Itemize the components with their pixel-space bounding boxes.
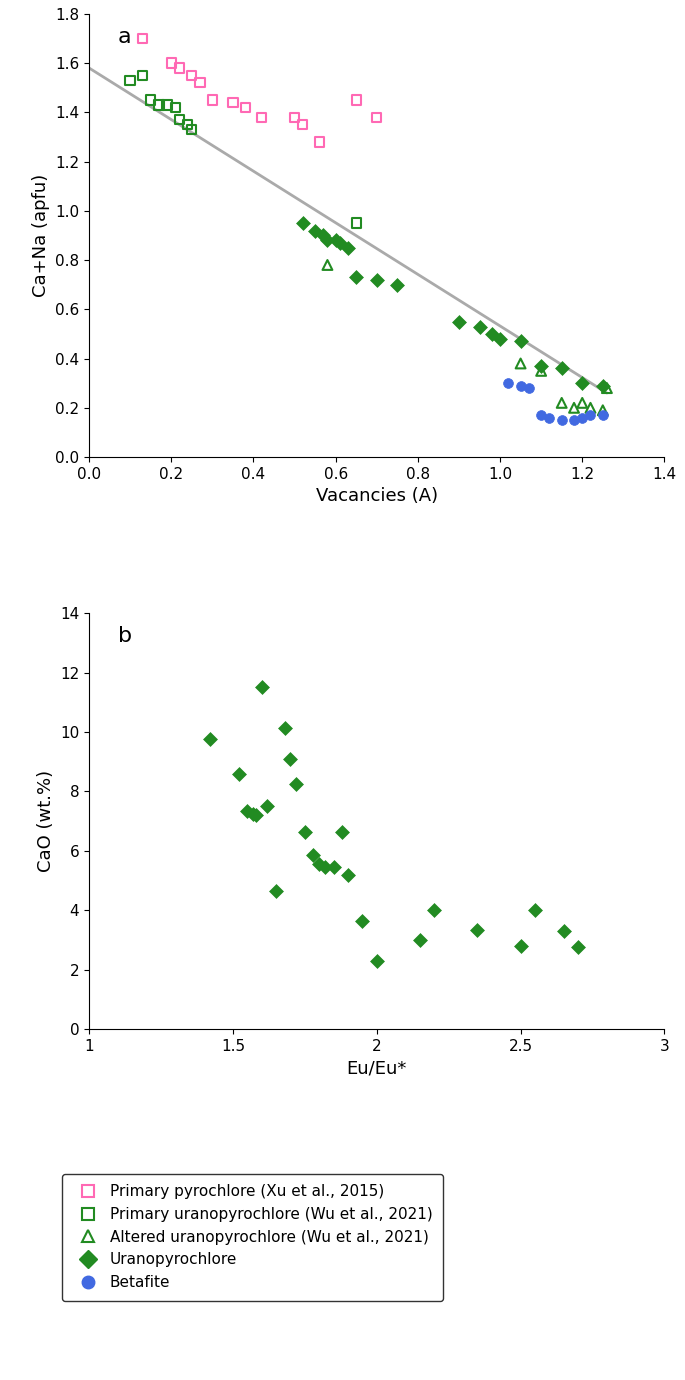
Point <box>453 310 464 333</box>
Point <box>182 113 193 135</box>
Point <box>515 936 526 958</box>
Point <box>297 113 308 135</box>
Point <box>233 763 244 785</box>
Point <box>414 929 425 951</box>
Point <box>569 397 580 420</box>
Point <box>204 729 215 751</box>
Point <box>585 404 596 426</box>
Text: a: a <box>118 28 132 47</box>
Point <box>351 213 362 235</box>
Point <box>536 360 547 382</box>
Point <box>342 237 353 259</box>
Point <box>544 407 555 429</box>
Point <box>429 900 440 922</box>
X-axis label: Vacancies (A): Vacancies (A) <box>316 487 438 505</box>
Point <box>251 805 262 827</box>
Point <box>371 269 382 291</box>
Point <box>227 91 238 113</box>
Point <box>577 407 588 429</box>
Point <box>585 397 596 420</box>
Point <box>299 821 310 843</box>
Point <box>314 131 325 153</box>
Point <box>153 94 164 116</box>
Point <box>125 69 136 91</box>
Point <box>536 355 547 377</box>
Point <box>472 919 483 941</box>
X-axis label: Eu/Eu*: Eu/Eu* <box>347 1060 407 1078</box>
Point <box>174 57 185 79</box>
Point <box>319 856 330 878</box>
Point <box>351 88 362 110</box>
Point <box>556 357 567 380</box>
Point <box>597 404 608 426</box>
Point <box>357 909 368 932</box>
Point <box>285 748 296 770</box>
Point <box>290 773 301 795</box>
Point <box>318 225 329 247</box>
Point <box>174 109 185 131</box>
Point <box>530 900 540 922</box>
Point <box>297 213 308 235</box>
Point <box>137 65 148 87</box>
Point <box>337 821 348 843</box>
Point <box>256 676 267 698</box>
Point <box>495 328 506 351</box>
Point <box>289 106 300 128</box>
Point <box>371 949 382 972</box>
Point <box>322 254 333 276</box>
Point <box>536 404 547 426</box>
Point <box>601 377 612 399</box>
Point <box>279 716 290 738</box>
Point <box>256 106 267 128</box>
Point <box>515 330 526 352</box>
Point <box>145 88 156 110</box>
Point <box>577 392 588 414</box>
Point <box>186 119 197 141</box>
Point <box>392 273 403 295</box>
Point <box>597 399 608 421</box>
Point <box>342 864 353 886</box>
Point <box>162 94 173 116</box>
Point <box>170 97 181 119</box>
Point <box>523 377 534 399</box>
Point <box>186 65 197 87</box>
Point <box>242 800 253 822</box>
Point <box>240 97 251 119</box>
Legend: Primary pyrochlore (Xu et al., 2015), Primary uranopyrochlore (Wu et al., 2021),: Primary pyrochlore (Xu et al., 2015), Pr… <box>62 1174 443 1301</box>
Point <box>503 373 514 395</box>
Point <box>137 28 148 50</box>
Point <box>569 408 580 431</box>
Point <box>577 373 588 395</box>
Point <box>207 88 218 110</box>
Point <box>247 803 258 825</box>
Point <box>515 352 526 374</box>
Point <box>558 920 569 943</box>
Point <box>556 392 567 414</box>
Point <box>474 316 485 338</box>
Point <box>334 232 345 254</box>
Point <box>195 72 206 94</box>
Point <box>371 106 382 128</box>
Point <box>330 229 341 251</box>
Point <box>322 229 333 251</box>
Text: b: b <box>118 625 132 646</box>
Point <box>486 323 497 345</box>
Point <box>166 52 177 75</box>
Y-axis label: CaO (wt.%): CaO (wt.%) <box>36 770 55 872</box>
Point <box>556 408 567 431</box>
Point <box>310 219 321 242</box>
Point <box>597 374 608 396</box>
Point <box>573 937 584 959</box>
Point <box>328 856 339 878</box>
Point <box>262 795 273 817</box>
Point <box>351 266 362 288</box>
Point <box>308 845 319 867</box>
Point <box>314 853 325 875</box>
Y-axis label: Ca+Na (apfu): Ca+Na (apfu) <box>32 174 49 297</box>
Point <box>515 374 526 396</box>
Point <box>271 880 282 903</box>
